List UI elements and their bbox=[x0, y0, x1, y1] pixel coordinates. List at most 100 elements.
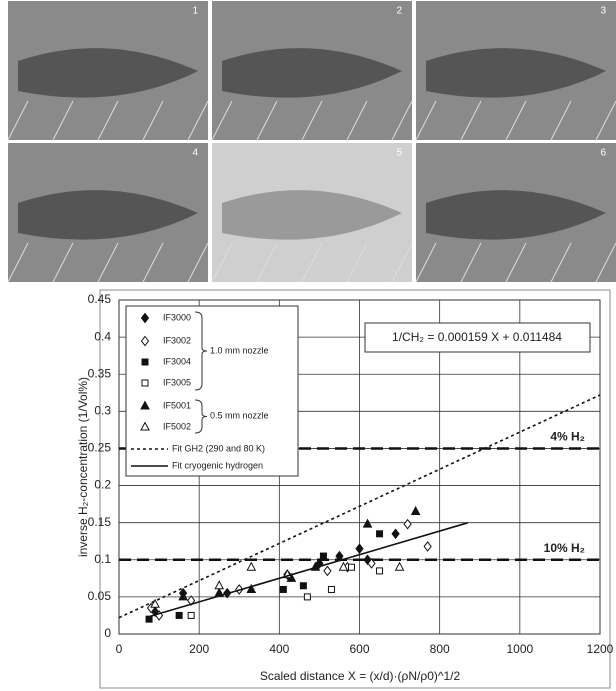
photo-plume bbox=[222, 190, 402, 240]
photo-structure bbox=[460, 100, 482, 141]
point bbox=[376, 530, 384, 538]
legend-label: IF3002 bbox=[163, 335, 191, 345]
photo-structure bbox=[97, 100, 119, 141]
point bbox=[150, 598, 160, 608]
photo-structure bbox=[211, 100, 233, 141]
y-axis-label: inverse H₂-concentration (1/Vol%) bbox=[76, 377, 90, 557]
y-tick-label: 0.05 bbox=[88, 589, 112, 603]
legend-marker bbox=[141, 379, 149, 387]
photo-plume bbox=[426, 48, 606, 98]
point bbox=[187, 611, 195, 619]
legend-label: IF3005 bbox=[163, 377, 191, 387]
photo-structure bbox=[52, 242, 74, 283]
legend-label: IF3004 bbox=[163, 356, 191, 366]
point bbox=[319, 552, 327, 560]
panel-number: 1 bbox=[192, 6, 198, 17]
point bbox=[187, 595, 196, 606]
photo-structure bbox=[7, 100, 29, 141]
x-tick-label: 200 bbox=[189, 642, 209, 656]
photo-structure bbox=[346, 100, 368, 141]
photo-structure bbox=[142, 100, 164, 141]
point bbox=[214, 580, 225, 590]
photo-structure bbox=[415, 242, 437, 283]
point bbox=[376, 567, 384, 575]
panel-number: 5 bbox=[396, 148, 402, 159]
point bbox=[410, 505, 421, 516]
x-tick-label: 1200 bbox=[587, 642, 614, 656]
photo-structure bbox=[460, 242, 482, 283]
photo-structure bbox=[391, 100, 413, 141]
photo-structure bbox=[301, 242, 323, 283]
x-axis-label: Scaled distance X = (x/d)·(ρN/ρ0)^1/2 bbox=[260, 669, 461, 683]
photo-structure bbox=[550, 100, 572, 141]
point bbox=[315, 558, 324, 569]
group-label: 0.5 mm nozzle bbox=[210, 410, 269, 420]
panel-number: 6 bbox=[600, 148, 606, 159]
photo-structure bbox=[550, 242, 572, 283]
photo-structure bbox=[415, 100, 437, 141]
x-tick-label: 600 bbox=[349, 642, 369, 656]
y-tick-label: 0.25 bbox=[88, 441, 112, 455]
photo-structure bbox=[211, 242, 233, 283]
group-label: 1.0 mm nozzle bbox=[210, 345, 269, 355]
legend-brace bbox=[194, 399, 208, 434]
photo-plume bbox=[18, 190, 198, 240]
photo-plume bbox=[426, 190, 606, 240]
reference-label: 4% H₂ bbox=[550, 430, 585, 444]
y-tick-label: 0.4 bbox=[94, 329, 111, 343]
legend-marker bbox=[140, 312, 150, 324]
legend-brace bbox=[194, 311, 208, 391]
legend-label: IF3000 bbox=[163, 312, 191, 322]
legend-marker bbox=[140, 400, 150, 410]
photo-structure bbox=[505, 242, 527, 283]
chart-frame bbox=[99, 289, 611, 689]
y-tick-label: 0.3 bbox=[94, 404, 111, 418]
y-tick-label: 0.2 bbox=[94, 478, 111, 492]
legend-box bbox=[125, 305, 299, 477]
panel-number: 4 bbox=[192, 148, 198, 159]
point bbox=[347, 563, 355, 571]
legend-label: IF5002 bbox=[163, 421, 191, 431]
x-tick-label: 800 bbox=[430, 642, 450, 656]
photo-plume bbox=[18, 48, 198, 98]
y-tick-label: 0 bbox=[104, 626, 111, 640]
photo-structure bbox=[256, 100, 278, 141]
fit-line bbox=[118, 394, 601, 619]
photo-structure bbox=[52, 100, 74, 141]
reference-label: 10% H₂ bbox=[544, 541, 585, 555]
legend-marker bbox=[140, 421, 150, 431]
point bbox=[323, 565, 332, 577]
panel-number: 2 bbox=[396, 6, 402, 17]
y-tick-label: 0.15 bbox=[88, 515, 112, 529]
x-tick-label: 0 bbox=[116, 642, 123, 656]
point bbox=[299, 582, 307, 590]
legend-label: IF5001 bbox=[163, 400, 191, 410]
point bbox=[338, 561, 349, 571]
point bbox=[178, 591, 188, 601]
x-tick-label: 400 bbox=[269, 642, 289, 656]
legend-label: Fit GH2 (290 and 80 K) bbox=[172, 443, 265, 453]
photo-structure bbox=[187, 100, 209, 141]
point bbox=[145, 615, 153, 623]
point bbox=[367, 558, 376, 569]
photo-structure bbox=[505, 100, 527, 141]
y-tick-label: 0.45 bbox=[88, 292, 112, 306]
equation: 1/CH₂ = 0.000159 X + 0.011484 bbox=[392, 330, 562, 344]
point bbox=[246, 583, 257, 593]
x-tick-label: 1000 bbox=[506, 642, 533, 656]
photo-structure bbox=[256, 242, 278, 283]
fit-line bbox=[148, 522, 468, 618]
photo-structure bbox=[595, 100, 616, 141]
photo-structure bbox=[301, 100, 323, 141]
point bbox=[303, 593, 311, 601]
photo-structure bbox=[391, 242, 413, 283]
point bbox=[327, 585, 335, 593]
panel-number: 3 bbox=[600, 6, 606, 17]
photo-structure bbox=[142, 242, 164, 283]
point bbox=[246, 561, 257, 571]
photo-structure bbox=[7, 242, 29, 283]
photo-structure bbox=[187, 242, 209, 283]
point bbox=[423, 541, 432, 552]
point bbox=[175, 611, 183, 619]
